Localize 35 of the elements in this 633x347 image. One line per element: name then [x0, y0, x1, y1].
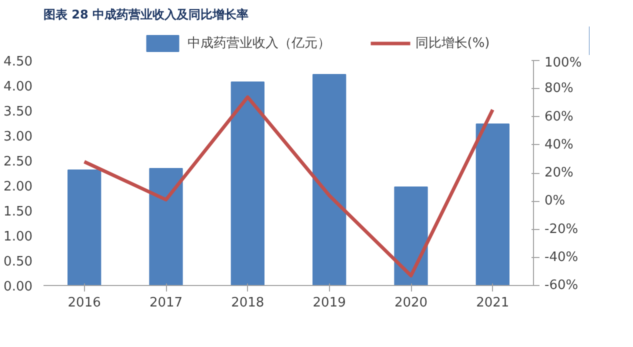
y2-tick-label: -20%: [544, 222, 578, 237]
line-series: [82, 95, 494, 278]
y-tick-label: 4.00: [4, 80, 33, 94]
y-tick-label: 0.50: [4, 254, 33, 270]
legend-label: 中成药营业收入（亿元）: [187, 35, 330, 52]
bar: [230, 82, 264, 286]
y2-tick-label: 20%: [544, 166, 574, 180]
y-tick-label: 1.00: [4, 230, 33, 244]
y-tick-label: 3.00: [4, 130, 33, 144]
x-tick-label: 2016: [68, 296, 101, 310]
x-tick-label: 2021: [476, 296, 510, 310]
y2-tick-label: 80%: [544, 81, 574, 96]
bar: [312, 74, 346, 286]
x-tick-label: 2019: [312, 296, 346, 310]
bar: [394, 186, 428, 286]
y2-tick-label: 100%: [544, 56, 582, 70]
y-tick-label: 1.50: [4, 204, 33, 220]
y-tick-label: 2.50: [4, 154, 33, 170]
y-tick-label: 3.50: [4, 104, 33, 120]
y-tick-label: 0.00: [4, 280, 33, 294]
y2-tick-label: -40%: [544, 250, 578, 265]
bar: [476, 124, 510, 286]
y-tick-label: 4.50: [4, 54, 33, 70]
legend-label: 同比增长(%): [415, 35, 490, 52]
x-tick-label: 2020: [394, 296, 428, 310]
bar: [68, 170, 102, 286]
y2-tick-label: 0%: [544, 194, 566, 209]
y-tick-label: 2.00: [4, 180, 33, 194]
y2-tick-label: 60%: [544, 109, 574, 124]
x-tick-label: 2017: [149, 296, 183, 310]
chart-title: 图表 28 中成药营业收入及同比增长率: [44, 8, 249, 22]
y2-tick-label: -60%: [544, 278, 578, 293]
x-tick-label: 2018: [231, 296, 264, 310]
bar: [149, 168, 183, 286]
y2-tick-label: 40%: [544, 137, 574, 152]
